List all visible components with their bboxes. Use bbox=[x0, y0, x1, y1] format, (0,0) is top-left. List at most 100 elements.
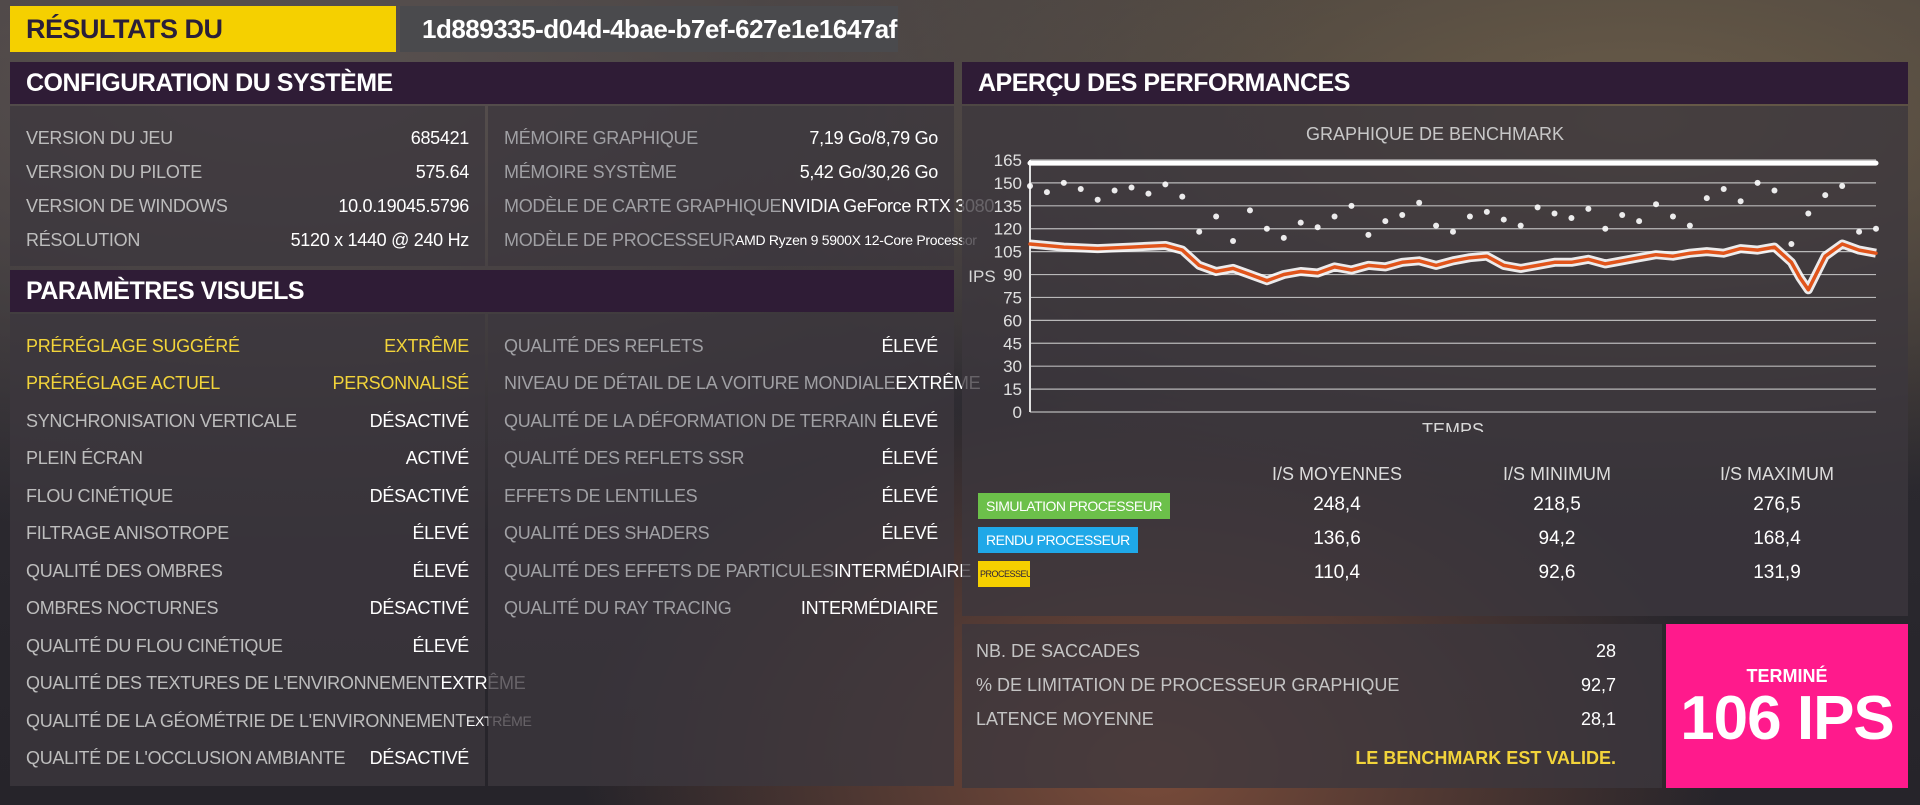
chart-title: GRAPHIQUE DE BENCHMARK bbox=[1305, 124, 1565, 144]
stat-value: 92,6 bbox=[1538, 562, 1576, 583]
system-row: MÉMOIRE GRAPHIQUE 7,19 Go/8,79 Go bbox=[488, 123, 954, 153]
scatter-point bbox=[1737, 198, 1744, 205]
y-tick-label: 105 bbox=[994, 243, 1022, 262]
summary-label: LATENCE MOYENNE bbox=[976, 708, 1154, 729]
setting-value: ÉLEVÉ bbox=[412, 635, 469, 656]
row-label: VERSION DE WINDOWS bbox=[26, 195, 228, 216]
y-tick-label: 0 bbox=[1013, 403, 1022, 422]
row-value: NVIDIA GeForce RTX 3080 bbox=[781, 195, 995, 216]
scatter-point bbox=[1230, 237, 1237, 244]
scatter-point bbox=[1636, 218, 1643, 225]
scatter-point bbox=[1619, 211, 1626, 218]
scatter-point bbox=[1094, 196, 1101, 203]
stat-value: 131,9 bbox=[1753, 562, 1801, 583]
setting-row: PLEIN ÉCRAN ACTIVÉ bbox=[10, 443, 485, 473]
stat-column-header: I/S MINIMUM bbox=[1503, 464, 1611, 484]
legend-cpu-simulation: SIMULATION PROCESSEUR bbox=[978, 493, 1170, 519]
scatter-point bbox=[1246, 207, 1253, 214]
scatter-point bbox=[1111, 187, 1118, 194]
y-tick-label: 75 bbox=[1003, 288, 1022, 307]
legend-cpu-render: RENDU PROCESSEUR bbox=[978, 527, 1138, 553]
setting-row: QUALITÉ DU RAY TRACING INTERMÉDIAIRE bbox=[488, 593, 954, 623]
setting-label: PLEIN ÉCRAN bbox=[26, 447, 143, 468]
setting-row: PRÉRÉGLAGE ACTUEL PERSONNALISÉ bbox=[10, 368, 485, 398]
validity-message: LE BENCHMARK EST VALIDE. bbox=[1355, 748, 1616, 768]
scatter-point bbox=[1602, 225, 1609, 232]
stat-value: 110,4 bbox=[1313, 562, 1361, 583]
scatter-point bbox=[1686, 222, 1693, 229]
scatter-point bbox=[1500, 216, 1507, 223]
scatter-point bbox=[1669, 213, 1676, 220]
scatter-point bbox=[1196, 228, 1203, 235]
scatter-point bbox=[1399, 211, 1406, 218]
setting-label: SYNCHRONISATION VERTICALE bbox=[26, 410, 297, 431]
system-row: VERSION DU JEU 685421 bbox=[10, 123, 485, 153]
system-config-left-panel: VERSION DU JEU 685421 VERSION DU PILOTE 57… bbox=[10, 106, 485, 266]
y-tick-label: 15 bbox=[1003, 380, 1022, 399]
legend-gpu: PROCESSEUR GRAPHIQUE bbox=[978, 561, 1030, 587]
visual-settings-header: PARAMÈTRES VISUELS bbox=[10, 270, 954, 312]
scatter-point bbox=[1720, 186, 1727, 193]
scatter-point bbox=[1145, 190, 1152, 197]
setting-row: QUALITÉ DES REFLETS ÉLEVÉ bbox=[488, 331, 954, 361]
setting-row: QUALITÉ DES EFFETS DE PARTICULES INTERMÉD… bbox=[488, 556, 971, 586]
scatter-point bbox=[1466, 213, 1473, 220]
row-value: 10.0.19045.5796 bbox=[338, 195, 469, 216]
stat-value: 276,5 bbox=[1753, 494, 1801, 515]
summary-row: LATENCE MOYENNE 28,1 bbox=[976, 704, 1616, 734]
setting-label: OMBRES NOCTURNES bbox=[26, 597, 219, 618]
stat-value: 136,6 bbox=[1313, 528, 1361, 549]
scatter-point bbox=[1856, 228, 1863, 235]
scatter-point bbox=[1653, 201, 1660, 208]
system-row: MODÈLE DE CARTE GRAPHIQUE NVIDIA GeForce … bbox=[488, 191, 994, 221]
system-row: VERSION DU PILOTE 575.64 bbox=[10, 157, 485, 187]
summary-value: 28 bbox=[1595, 640, 1616, 661]
visual-settings-right-panel: QUALITÉ DES REFLETS ÉLEVÉ NIVEAU DE DÉTAI… bbox=[488, 314, 981, 786]
setting-value: DÉSACTIVÉ bbox=[369, 485, 470, 506]
setting-value: ACTIVÉ bbox=[405, 447, 470, 468]
scatter-point bbox=[1483, 208, 1490, 215]
benchmark-chart: 0 15 30 45 60 75 90 105 120 135 150 165 IPS TEMPS bbox=[968, 151, 1879, 432]
scatter-point bbox=[1297, 219, 1304, 226]
stat-column-header: I/S MAXIMUM bbox=[1719, 464, 1834, 484]
setting-row: QUALITÉ DE LA GÉOMÉTRIE DE L'ENVIRONNEME… bbox=[10, 706, 532, 736]
setting-label: QUALITÉ DES SHADERS bbox=[504, 522, 710, 543]
row-label: MODÈLE DE PROCESSEUR bbox=[504, 229, 736, 250]
result-fps-box: TERMINÉ 106 IPS bbox=[1666, 624, 1908, 788]
setting-value: INTERMÉDIAIRE bbox=[800, 597, 938, 618]
scatter-point bbox=[1365, 231, 1372, 238]
row-value: 5,42 Go/30,26 Go bbox=[799, 161, 939, 182]
row-label: RÉSOLUTION bbox=[26, 229, 141, 250]
setting-value: DÉSACTIVÉ bbox=[369, 410, 470, 431]
setting-label: QUALITÉ DES TEXTURES DE L'ENVIRONNEMENT bbox=[26, 672, 441, 693]
scatter-point bbox=[1805, 210, 1812, 217]
setting-label: QUALITÉ DE LA GÉOMÉTRIE DE L'ENVIRONNEME… bbox=[26, 710, 466, 731]
row-value: 5120 x 1440 @ 240 Hz bbox=[290, 229, 470, 250]
row-label: VERSION DU PILOTE bbox=[26, 161, 202, 182]
scatter-point bbox=[1128, 184, 1135, 191]
y-tick-label: 135 bbox=[994, 197, 1022, 216]
stat-value: 218,5 bbox=[1533, 494, 1581, 515]
row-label: VERSION DU JEU bbox=[26, 127, 173, 148]
setting-row: QUALITÉ DES SHADERS ÉLEVÉ bbox=[488, 518, 954, 548]
scatter-point bbox=[1534, 204, 1541, 211]
setting-label: QUALITÉ DU FLOU CINÉTIQUE bbox=[26, 635, 283, 656]
scatter-point bbox=[1517, 222, 1524, 229]
stat-value: 248,4 bbox=[1313, 494, 1361, 515]
series-line bbox=[1028, 242, 1878, 292]
setting-value: ÉLEVÉ bbox=[881, 522, 938, 543]
scatter-point bbox=[1314, 224, 1321, 231]
setting-row: QUALITÉ DE LA DÉFORMATION DE TERRAIN ÉLEV… bbox=[488, 406, 954, 436]
scatter-point bbox=[1280, 234, 1287, 241]
y-tick-label: 60 bbox=[1003, 311, 1022, 330]
row-label: MODÈLE DE CARTE GRAPHIQUE bbox=[504, 195, 782, 216]
setting-value: PERSONNALISÉ bbox=[332, 372, 470, 393]
setting-label: QUALITÉ DE L'OCCLUSION AMBIANTE bbox=[26, 747, 346, 768]
scatter-point bbox=[1043, 189, 1050, 196]
y-tick-label: 165 bbox=[994, 151, 1022, 170]
stat-column-header: I/S MOYENNES bbox=[1271, 464, 1403, 484]
setting-value: ÉLEVÉ bbox=[881, 447, 938, 468]
scatter-point bbox=[1348, 202, 1355, 209]
setting-value: EXTRÊME bbox=[384, 335, 469, 356]
scatter-point bbox=[1754, 179, 1761, 186]
